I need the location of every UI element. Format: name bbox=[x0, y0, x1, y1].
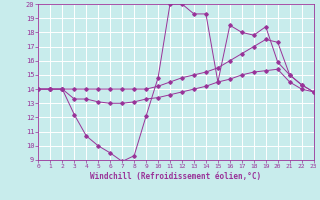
X-axis label: Windchill (Refroidissement éolien,°C): Windchill (Refroidissement éolien,°C) bbox=[91, 172, 261, 181]
